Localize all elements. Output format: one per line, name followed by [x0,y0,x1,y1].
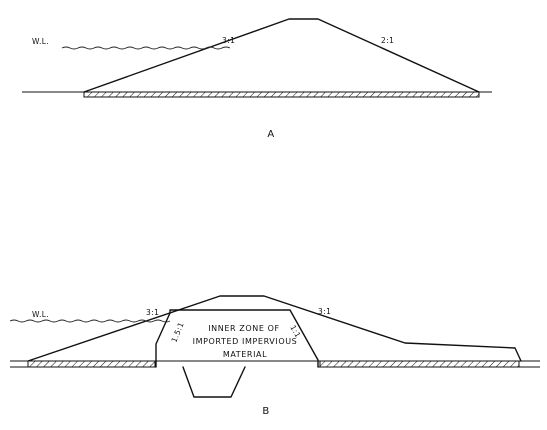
inner-core-outline-b [155,309,319,368]
water-level-label-a: W.L. [32,37,49,46]
downstream-slope-label-b: 3:1 [318,307,331,316]
water-level-line-b [9,319,171,323]
embankment-outline-b [27,295,522,362]
inner-zone-text-line1: INNER ZONE OF [208,324,280,333]
foundation-strip-left-b [27,360,156,368]
foundation-strip-a [83,91,480,98]
downstream-slope-label-a: 2:1 [381,36,394,45]
core-upstream-slope-label-b: 1.5:1 [170,321,186,344]
inner-zone-text-line2: IMPORTED IMPERVIOUS [193,337,298,346]
caption-a: A [267,129,274,140]
upstream-slope-label-b: 3:1 [146,308,159,317]
inner-zone-text-line3: MATERIAL [223,350,267,359]
water-level-label-b: W.L. [32,310,49,319]
diagram-b: W.L. 3:1 3:1 1.5:1 1:1 INNER ZONE OF IMP… [9,295,540,417]
cutoff-trench-b [182,366,246,398]
caption-b: B [262,406,269,417]
foundation-strip-right-b [319,360,520,368]
upstream-slope-label-a: 3:1 [222,36,235,45]
diagram-a: W.L. 3:1 2:1 A [22,18,492,140]
water-level-line-a [61,46,231,50]
embankment-outline-a [83,18,480,93]
